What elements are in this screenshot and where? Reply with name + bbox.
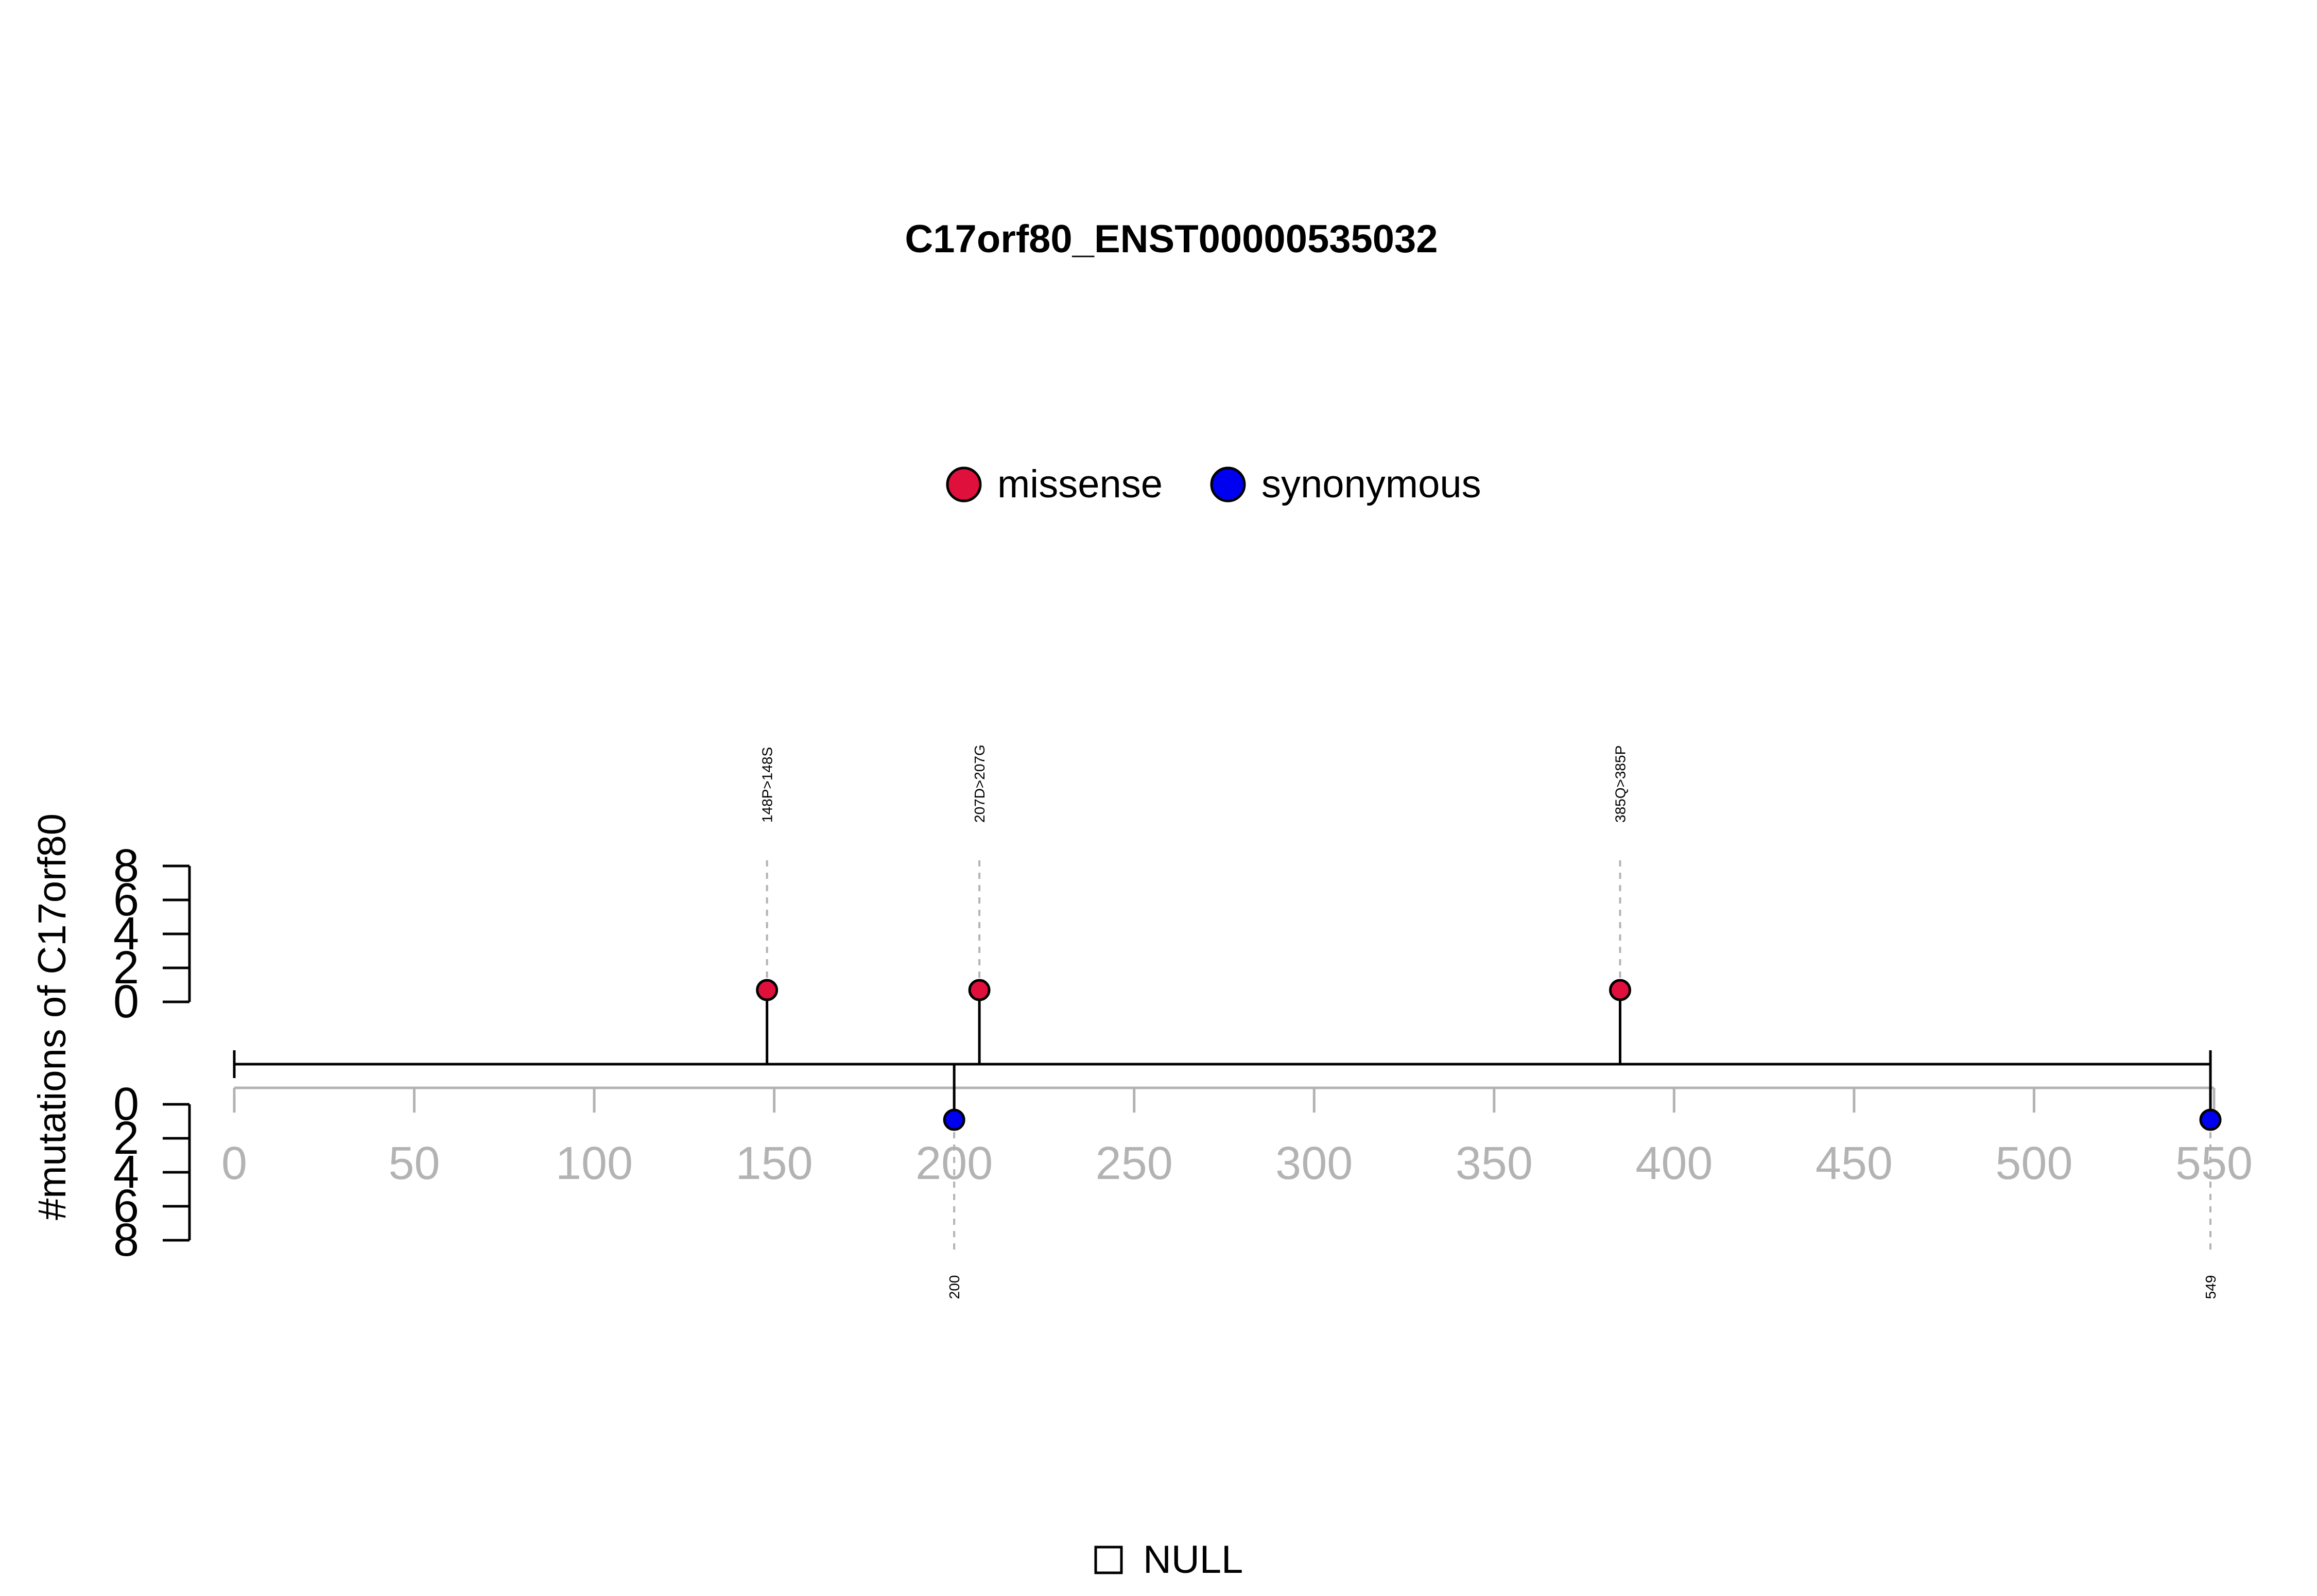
x-tick-label: 400 [1635, 1138, 1713, 1189]
legend-marker-missense [946, 466, 982, 502]
protein-backbone [233, 1050, 2212, 1078]
x-tick-label: 250 [1096, 1138, 1173, 1189]
lollipops: 148P>148S 207D>207G 385Q>385P 200 549 [756, 744, 2222, 1299]
y-tick-label: 4 [113, 1147, 139, 1198]
x-axis: 0 50 100 150 200 250 300 350 400 450 500 550 [221, 1086, 2253, 1189]
y-tick-label: 0 [113, 1079, 139, 1130]
mutation-label: 549 [2203, 1275, 2219, 1299]
x-tick-label: 0 [221, 1138, 247, 1189]
y-tick-label: 8 [113, 840, 139, 892]
x-tick-label: 100 [556, 1138, 633, 1189]
domain-legend-swatch [1094, 1546, 1123, 1574]
x-tick-label: 550 [2175, 1138, 2253, 1189]
legend: missense synonymous [946, 462, 1481, 506]
x-tick-label: 150 [736, 1138, 813, 1189]
lollipop-head [2199, 1108, 2222, 1131]
mutation-missense: 385Q>385P [1609, 745, 1631, 1064]
lollipop-head [756, 979, 779, 1001]
y-tick-label: 4 [113, 908, 139, 960]
chart-title: C17orf80_ENST00000535032 [905, 217, 1438, 261]
mutation-synonymous: 200 [943, 1064, 965, 1299]
y-axis-label: #mutations of C17orf80 [30, 813, 74, 1220]
domain-legend-label: NULL [1143, 1538, 1243, 1582]
y-tick-label: 6 [113, 1181, 139, 1232]
y-tick-label: 2 [113, 942, 139, 994]
mutation-label: 200 [946, 1275, 962, 1299]
y-tick-label: 0 [113, 976, 139, 1028]
x-tick-label: 300 [1275, 1138, 1353, 1189]
mutation-synonymous: 549 [2199, 1064, 2222, 1299]
mutation-label: 385Q>385P [1613, 745, 1629, 823]
y-tick-label: 6 [113, 874, 139, 926]
mutation-missense: 148P>148S [756, 747, 779, 1064]
lollipop-head [968, 979, 991, 1001]
lollipop-head [943, 1108, 965, 1131]
x-tick-label: 500 [1995, 1138, 2072, 1189]
lollipop-head [1609, 979, 1631, 1001]
legend-label-synonymous: synonymous [1261, 462, 1481, 506]
y-tick-label: 2 [113, 1113, 139, 1164]
mutation-missense: 207D>207G [968, 744, 991, 1064]
x-tick-label: 350 [1456, 1138, 1533, 1189]
domain-legend: NULL [1094, 1538, 1243, 1582]
y-tick-label: 8 [113, 1215, 139, 1266]
x-tick-label: 450 [1815, 1138, 1893, 1189]
mutation-label: 207D>207G [972, 744, 988, 823]
legend-marker-synonymous [1210, 466, 1246, 502]
x-tick-label: 50 [388, 1138, 440, 1189]
legend-label-missense: missense [997, 462, 1163, 506]
mutation-label: 148P>148S [759, 747, 775, 823]
